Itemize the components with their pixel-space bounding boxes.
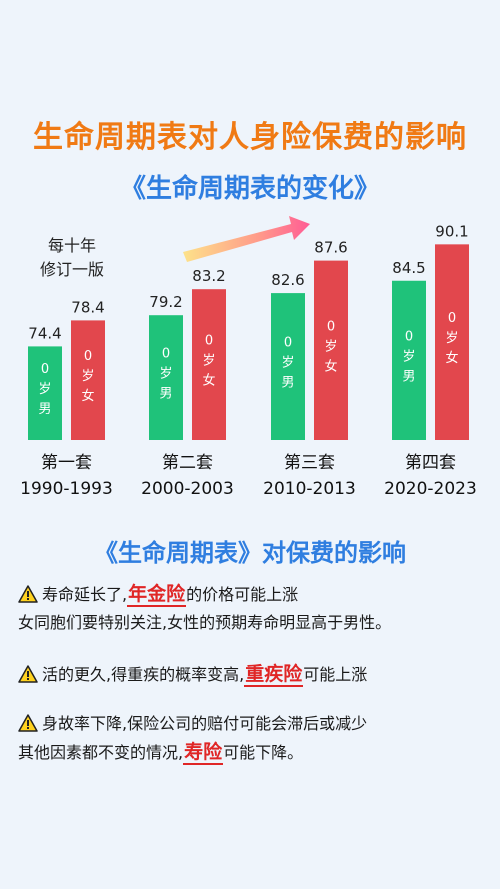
bar-series-label: 0 — [84, 349, 92, 364]
impact-highlight-critical-illness: 重疾险 — [244, 663, 304, 687]
category-label: 第一套 — [41, 453, 92, 473]
bar — [314, 260, 348, 440]
bar-series-label: 0 — [41, 362, 49, 377]
impact-text: 寿命延长了, — [42, 585, 128, 604]
trend-arrow-icon — [183, 216, 310, 262]
bar-series-label: 岁 — [324, 339, 337, 354]
bar-series-label: 0 — [205, 334, 213, 349]
bar-series-label: 0 — [448, 311, 456, 326]
category-label: 第三套 — [284, 453, 335, 473]
bar-value-label: 78.4 — [71, 298, 104, 316]
impact-text: 身故率下降,保险公司的赔付可能会滞后或减少 — [42, 714, 368, 733]
warning-icon — [18, 585, 38, 603]
bar-series-label: 0 — [405, 329, 413, 344]
bar-series-label: 男 — [281, 376, 294, 391]
bar-value-label: 74.4 — [28, 324, 61, 342]
chart-subtitle: 《生命周期表的变化》 — [119, 174, 380, 204]
category-label: 第四套 — [405, 453, 456, 473]
bar — [149, 315, 183, 440]
category-years-label: 2000-2003 — [141, 479, 234, 499]
bar-value-label: 90.1 — [435, 222, 468, 240]
impact-section-title: 《生命周期表》对保费的影响 — [94, 539, 406, 567]
bar — [392, 280, 426, 440]
bar-series-label: 女 — [202, 373, 215, 389]
bar — [71, 320, 105, 440]
bar-value-label: 83.2 — [192, 267, 225, 285]
bar-series-label: 岁 — [402, 349, 415, 364]
bar-series-label: 岁 — [159, 367, 172, 382]
bar-series-label: 0 — [284, 336, 292, 351]
warning-icon — [18, 714, 38, 732]
bar-series-label: 女 — [445, 350, 458, 366]
bar-series-label: 0 — [162, 347, 170, 362]
warning-icon — [18, 665, 38, 683]
bar — [271, 293, 305, 440]
bar — [435, 244, 469, 440]
category-label: 第二套 — [162, 453, 213, 473]
impact-highlight-life: 寿险 — [183, 741, 224, 765]
bar-series-label: 男 — [159, 387, 172, 402]
category-years-label: 2010-2013 — [263, 479, 356, 499]
bar-value-label: 82.6 — [271, 271, 304, 289]
impact-text: 活的更久,得重疾的概率变高, — [42, 665, 245, 684]
bar-value-label: 79.2 — [149, 293, 182, 311]
impact-text: 可能上涨 — [303, 665, 368, 684]
impact-text: 可能下降。 — [223, 743, 304, 762]
revision-note-line2: 修订一版 — [39, 260, 104, 279]
bar — [192, 289, 226, 440]
bar-series-label: 女 — [324, 358, 337, 374]
impact-text: 的价格可能上涨 — [186, 585, 299, 604]
impact-text: 其他因素都不变的情况, — [18, 743, 184, 762]
impact-highlight-annuity: 年金险 — [127, 583, 187, 607]
bar-series-label: 岁 — [202, 354, 215, 369]
impact-item-life-insurance: 身故率下降,保险公司的赔付可能会滞后或减少 其他因素都不变的情况,寿险可能下降。 — [18, 710, 488, 767]
bar-series-label: 0 — [327, 319, 335, 334]
life-table-bar-chart: 74.40岁男78.40岁女第一套1990-199379.20岁男83.20岁女… — [20, 216, 477, 499]
bar-series-label: 岁 — [81, 369, 94, 384]
bar-series-label: 岁 — [445, 331, 458, 346]
page-title: 生命周期表对人身险保费的影响 — [33, 120, 467, 155]
bar — [28, 346, 62, 440]
category-years-label: 2020-2023 — [384, 479, 477, 499]
bar-value-label: 84.5 — [392, 259, 425, 277]
bar-series-label: 男 — [38, 402, 51, 417]
bar-value-label: 87.6 — [314, 239, 347, 257]
revision-note-line1: 每十年 — [47, 236, 96, 255]
impact-item-critical-illness: 活的更久,得重疾的概率变高,重疾险可能上涨 — [18, 660, 488, 689]
bar-series-label: 男 — [402, 369, 415, 384]
revision-note: 每十年 修订一版 — [22, 234, 122, 282]
impact-item-annuity: 寿命延长了,年金险的价格可能上涨 女同胞们要特别关注,女性的预期寿命明显高于男性… — [18, 580, 488, 637]
bar-series-label: 岁 — [38, 382, 51, 397]
category-years-label: 1990-1993 — [20, 479, 113, 499]
bar-series-label: 女 — [81, 388, 94, 404]
impact-text-line2: 女同胞们要特别关注,女性的预期寿命明显高于男性。 — [18, 613, 392, 632]
bar-series-label: 岁 — [281, 356, 294, 371]
